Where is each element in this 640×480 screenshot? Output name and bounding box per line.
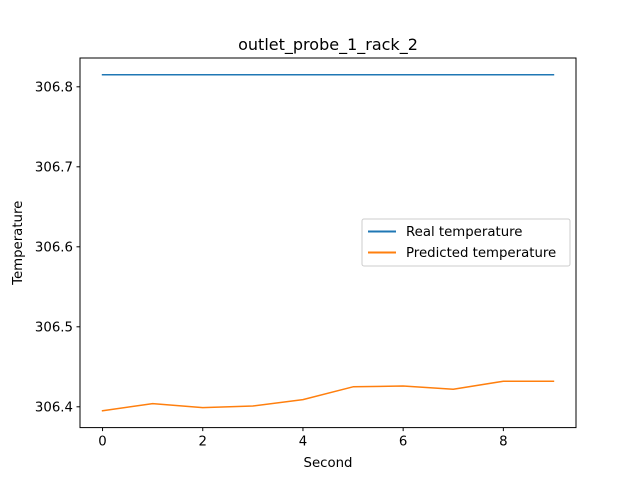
y-axis-ticks: 306.4 306.5 306.6 306.7 306.8 <box>35 80 80 415</box>
x-tick-label: 4 <box>299 435 307 450</box>
x-tick-label: 2 <box>199 435 207 450</box>
x-tick-label: 6 <box>399 435 407 450</box>
y-tick-label: 306.5 <box>35 320 73 335</box>
y-tick-label: 306.6 <box>35 240 73 255</box>
y-axis-label: Temperature <box>11 201 26 286</box>
legend-label-predicted-temperature: Predicted temperature <box>406 246 556 261</box>
axes-frame <box>79 57 577 429</box>
x-tick-label: 8 <box>499 435 507 450</box>
y-tick-label: 306.7 <box>35 160 73 175</box>
series-layer <box>101 74 555 412</box>
legend-label-real-temperature: Real temperature <box>406 225 522 240</box>
series-line-predicted-temperature <box>101 380 555 412</box>
y-tick-label: 306.8 <box>35 80 73 95</box>
chart-title: outlet_probe_1_rack_2 <box>238 35 418 55</box>
y-tick-label: 306.4 <box>35 400 73 415</box>
legend: Real temperature Predicted temperature <box>361 218 571 267</box>
x-axis-label: Second <box>304 456 353 471</box>
legend-box <box>361 218 571 267</box>
x-axis-ticks: 0 2 4 6 8 <box>98 427 508 450</box>
x-tick-label: 0 <box>98 435 106 450</box>
